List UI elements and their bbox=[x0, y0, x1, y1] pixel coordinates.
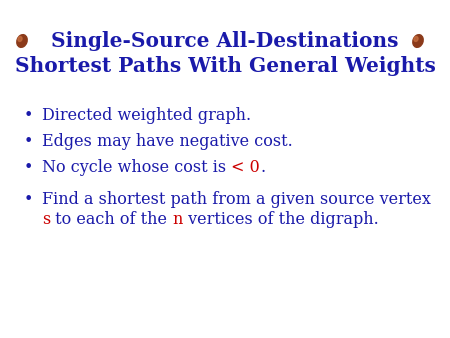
Text: Directed weighted graph.: Directed weighted graph. bbox=[42, 107, 251, 124]
Text: No cycle whose cost is: No cycle whose cost is bbox=[42, 160, 231, 176]
Text: Find a shortest path from a given source vertex: Find a shortest path from a given source… bbox=[42, 192, 431, 209]
Ellipse shape bbox=[414, 37, 418, 42]
Text: < 0: < 0 bbox=[231, 160, 260, 176]
Text: •: • bbox=[23, 107, 33, 124]
Ellipse shape bbox=[18, 37, 22, 42]
Text: .: . bbox=[260, 160, 265, 176]
Text: •: • bbox=[23, 134, 33, 150]
Text: s: s bbox=[42, 212, 50, 228]
Ellipse shape bbox=[17, 35, 27, 47]
Text: •: • bbox=[23, 192, 33, 209]
Text: •: • bbox=[23, 160, 33, 176]
Text: Edges may have negative cost.: Edges may have negative cost. bbox=[42, 134, 293, 150]
Ellipse shape bbox=[413, 35, 423, 47]
Text: Shortest Paths With General Weights: Shortest Paths With General Weights bbox=[14, 56, 436, 76]
Text: to each of the: to each of the bbox=[50, 212, 172, 228]
Text: n: n bbox=[172, 212, 183, 228]
Text: vertices of the digraph.: vertices of the digraph. bbox=[183, 212, 378, 228]
Text: Single-Source All-Destinations: Single-Source All-Destinations bbox=[51, 31, 399, 51]
